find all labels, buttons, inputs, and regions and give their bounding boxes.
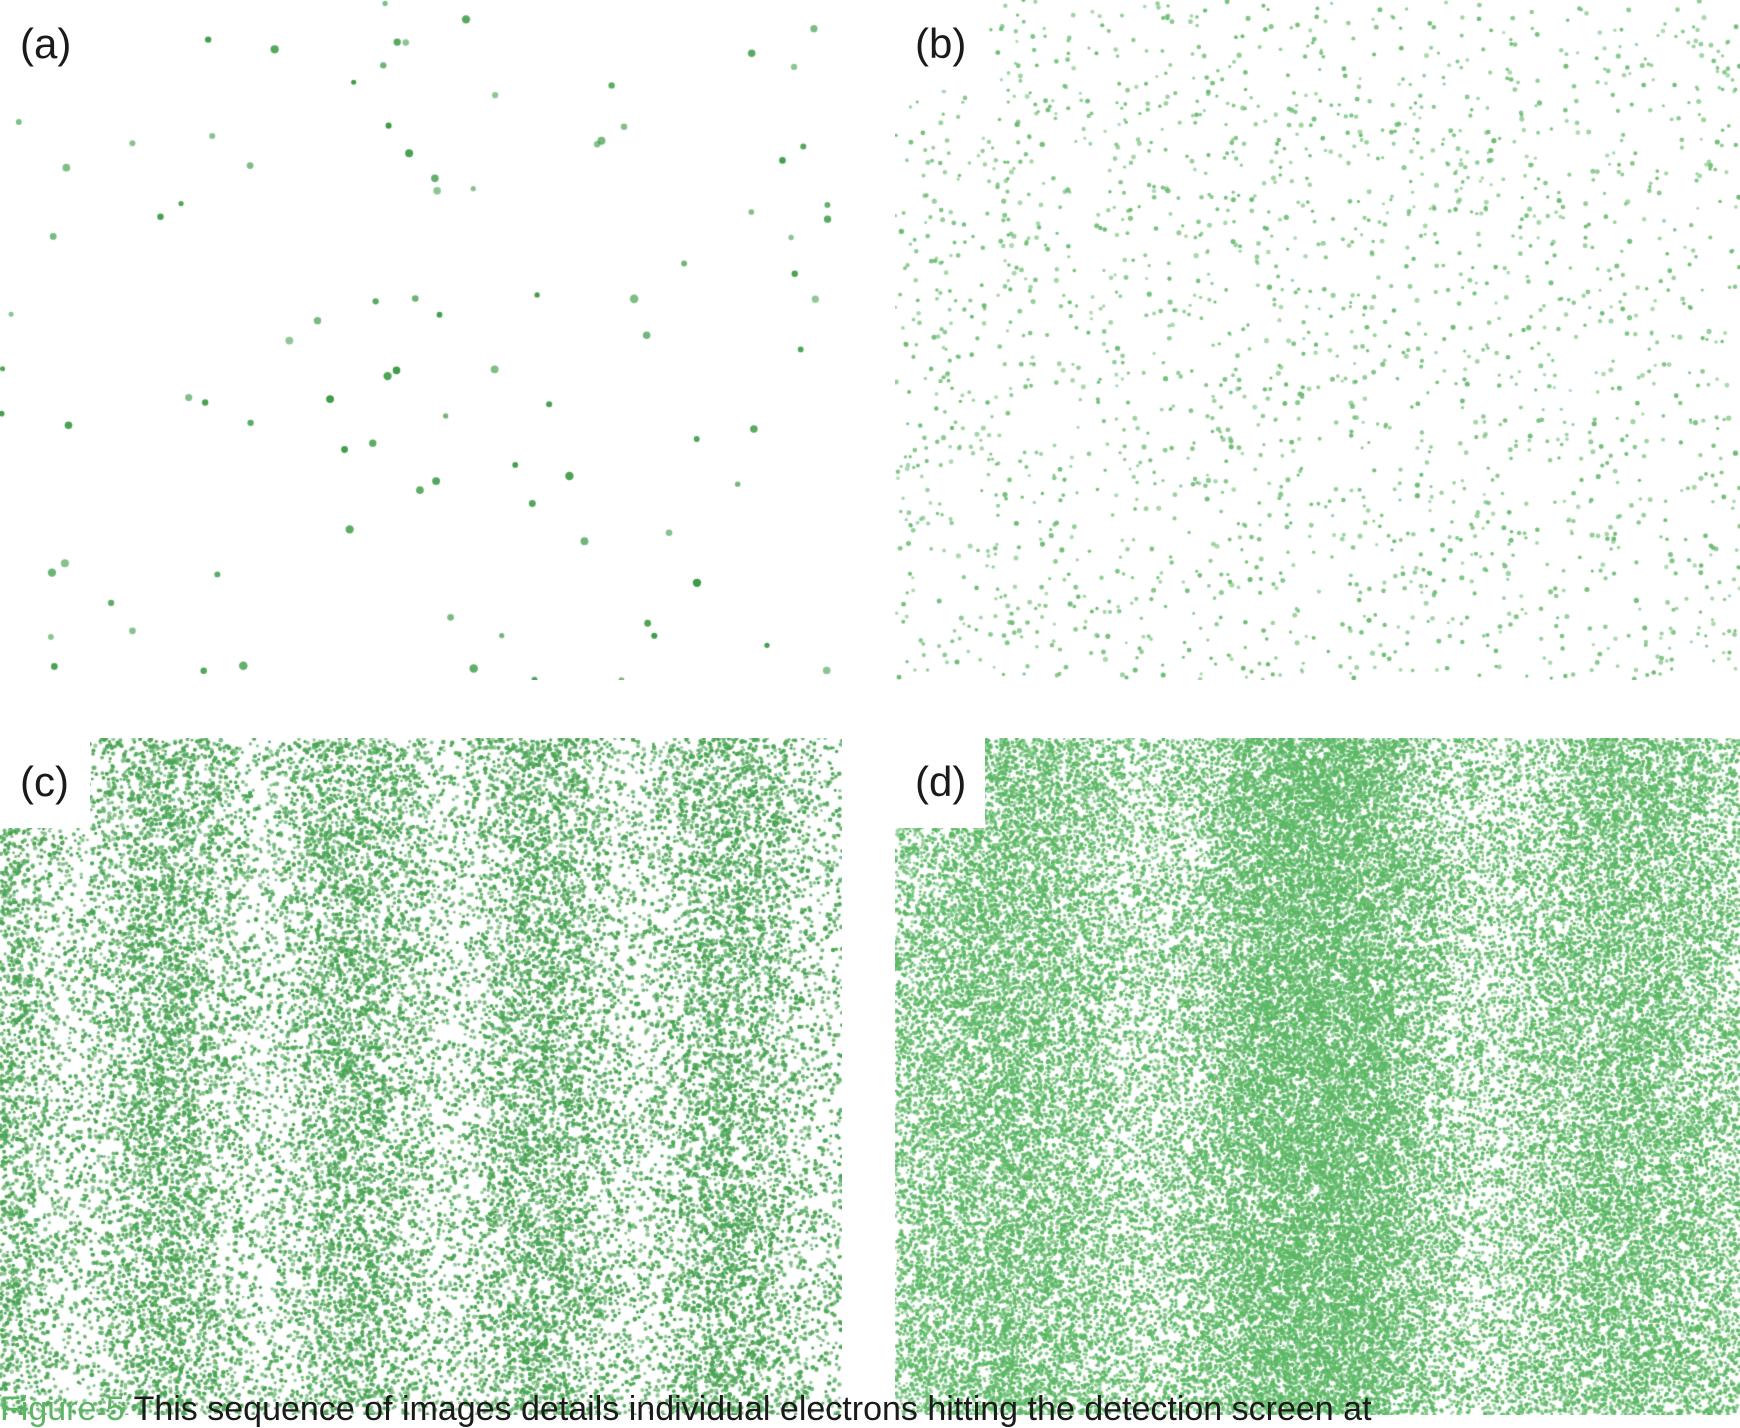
- figure-number: Figure 5: [0, 1390, 125, 1428]
- caption-text: This sequence of images details individu…: [124, 1390, 1372, 1428]
- figure-caption: Figure 5 This sequence of images details…: [0, 1392, 1740, 1426]
- panel-a-label: (a): [0, 0, 90, 90]
- panel-b-dots: [895, 0, 1740, 680]
- panel-c: (c): [0, 738, 842, 1415]
- panel-c-dots: [0, 738, 842, 1415]
- panel-a-dots: [0, 0, 842, 680]
- panel-b-label: (b): [895, 0, 985, 90]
- panel-d-label: (d): [895, 738, 985, 828]
- panel-c-label: (c): [0, 738, 90, 828]
- panel-a: (a): [0, 0, 842, 680]
- panel-d-dots: [895, 738, 1740, 1415]
- panel-b: (b): [895, 0, 1740, 680]
- panel-d: (d): [895, 738, 1740, 1415]
